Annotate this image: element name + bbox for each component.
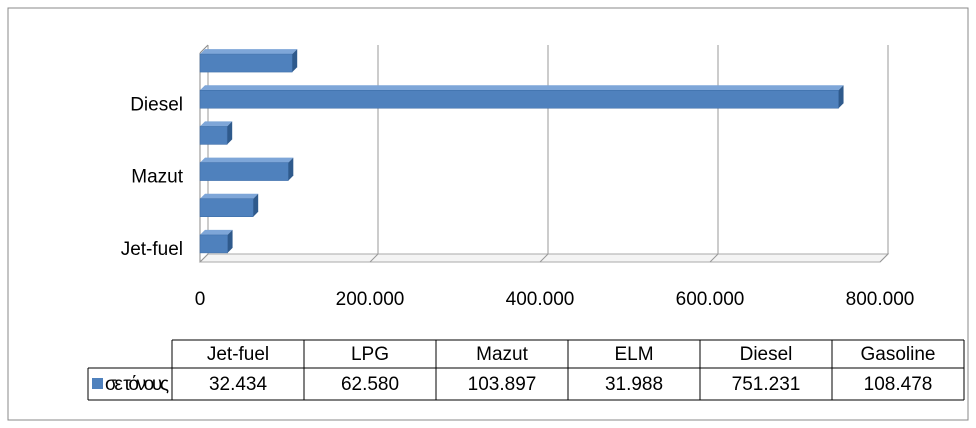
x-tick-label: 0 xyxy=(195,289,206,310)
bar xyxy=(199,53,293,73)
grid-line xyxy=(879,45,889,263)
bar-side xyxy=(288,157,294,181)
legend-label: σε τόνους xyxy=(105,374,169,395)
bar-top xyxy=(200,229,233,235)
bar-top xyxy=(200,157,294,163)
table-header: ELM xyxy=(614,344,653,365)
bar-top xyxy=(200,49,298,55)
table-header: LPG xyxy=(351,344,389,365)
data-label: 32.434 xyxy=(209,374,268,395)
data-label: 62.580 xyxy=(341,374,399,395)
y-tick-label: Jet-fuel xyxy=(121,239,183,260)
table-header: Gasoline xyxy=(861,344,936,365)
x-tick-label: 400.000 xyxy=(506,289,575,310)
table-header: Diesel xyxy=(740,344,793,365)
x-tick-label: 600.000 xyxy=(676,289,745,310)
bar-side xyxy=(253,193,259,217)
x-tick-label: 200.000 xyxy=(336,289,405,310)
x-tick-label: 800.000 xyxy=(846,289,915,310)
grid-line xyxy=(199,45,209,263)
data-label: 108.478 xyxy=(864,374,933,395)
grid-line xyxy=(369,45,379,263)
data-label: 31.988 xyxy=(605,374,663,395)
bar-side xyxy=(838,85,844,109)
bar xyxy=(199,234,228,254)
bar-top xyxy=(200,193,259,199)
axis-line xyxy=(199,44,209,54)
bar-side xyxy=(227,229,233,253)
table-header: Mazut xyxy=(476,344,528,365)
y-tick-label: Diesel xyxy=(130,94,183,115)
bar-side xyxy=(292,49,298,73)
table-header: Jet-fuel xyxy=(207,344,269,365)
bar-top xyxy=(200,121,233,127)
bar xyxy=(199,126,228,145)
legend-swatch xyxy=(92,378,103,389)
chart-border xyxy=(7,7,969,421)
bar-side xyxy=(227,121,233,145)
y-tick-label: Mazut xyxy=(131,167,183,188)
bar xyxy=(199,90,839,109)
bar xyxy=(199,198,254,217)
grid-line xyxy=(709,45,719,263)
data-label: 103.897 xyxy=(468,374,537,395)
data-label: 751.231 xyxy=(732,374,801,395)
bar-top xyxy=(200,85,844,91)
grid-line xyxy=(539,45,549,263)
bar xyxy=(199,162,289,181)
